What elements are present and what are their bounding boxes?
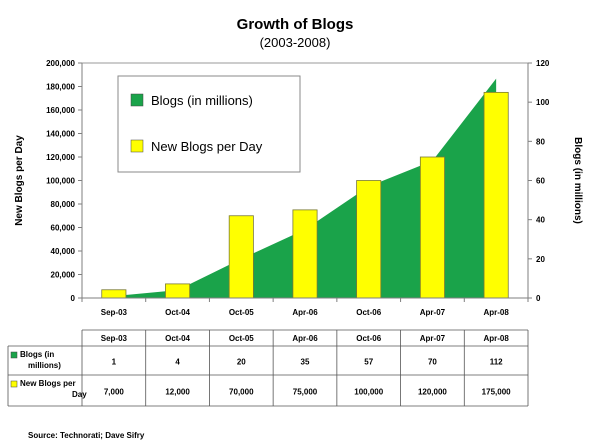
- table-cell: 20: [237, 358, 246, 367]
- y-right-tick-label: 40: [536, 216, 545, 225]
- table-header-cell: Oct-05: [229, 334, 254, 343]
- table-cell: 70,000: [229, 388, 254, 397]
- table-row-label: Blogs (in: [20, 350, 54, 359]
- bar-new-blogs-oct-05: [228, 215, 254, 299]
- table-header-cell: Oct-04: [165, 334, 190, 343]
- legend-swatch-new-blogs: [130, 139, 144, 153]
- y-left-tick-label: 180,000: [46, 83, 75, 92]
- area-series-blogs: [113, 78, 497, 299]
- bar-new-blogs-oct-06: [356, 180, 382, 299]
- legend-label-blogs: Blogs (in millions): [151, 93, 253, 108]
- y-left-tick-label: 160,000: [46, 106, 75, 115]
- source-note: Source: Technorati; Dave Sifry: [28, 431, 145, 440]
- bar-new-blogs-apr-07: [419, 156, 445, 299]
- y-right-tick-label: 0: [536, 294, 541, 303]
- x-tick-label: Apr-08: [483, 308, 509, 317]
- table-header-cell: Apr-06: [292, 334, 318, 343]
- table-cell: 120,000: [418, 388, 447, 397]
- x-tick-label: Sep-03: [101, 308, 128, 317]
- y-left-tick-label: 20,000: [51, 271, 76, 280]
- table-row-swatch: [10, 351, 18, 359]
- table-cell: 57: [364, 358, 373, 367]
- legend-swatch-blogs: [130, 93, 144, 107]
- table-cell: 100,000: [354, 388, 383, 397]
- bar-new-blogs-oct-04: [165, 283, 191, 299]
- table-cell: 35: [301, 358, 310, 367]
- table-cell: 12,000: [165, 388, 190, 397]
- legend-box: [117, 75, 301, 173]
- x-tick-label: Oct-06: [356, 308, 381, 317]
- table-header-cell: Apr-08: [483, 334, 509, 343]
- chart-subtitle: (2003-2008): [260, 35, 331, 50]
- y-left-tick-label: 40,000: [51, 247, 76, 256]
- x-tick-label: Apr-07: [420, 308, 446, 317]
- table-row-label: Day: [72, 390, 87, 399]
- y-right-tick-label: 60: [536, 177, 545, 186]
- table-cell: 75,000: [293, 388, 318, 397]
- table-header-cell: Sep-03: [101, 334, 128, 343]
- y-left-tick-label: 140,000: [46, 130, 75, 139]
- y-right-tick-label: 20: [536, 255, 545, 264]
- y-left-tick-label: 100,000: [46, 177, 75, 186]
- x-tick-label: Apr-06: [292, 308, 318, 317]
- table-cell: 1: [112, 358, 117, 367]
- y-axis-left-title: New Blogs per Day: [14, 135, 25, 226]
- y-axis-right-title: Blogs (in millions): [572, 137, 583, 224]
- table-header-cell: Apr-07: [420, 334, 446, 343]
- y-right-tick-label: 100: [536, 98, 550, 107]
- table-cell: 112: [490, 358, 503, 367]
- table-cell: 4: [175, 358, 180, 367]
- y-right-tick-label: 120: [536, 59, 550, 68]
- y-left-tick-label: 60,000: [51, 224, 76, 233]
- y-left-tick-label: 120,000: [46, 153, 75, 162]
- table-row-label: millions): [28, 361, 61, 370]
- chart-title: Growth of Blogs: [237, 16, 354, 33]
- table-cell: 70: [428, 358, 437, 367]
- bar-new-blogs-apr-08: [483, 91, 509, 299]
- bar-new-blogs-sep-03: [101, 289, 127, 299]
- y-left-tick-label: 80,000: [51, 200, 76, 209]
- y-left-tick-label: 200,000: [46, 59, 75, 68]
- x-tick-label: Oct-05: [229, 308, 254, 317]
- table-row-label: New Blogs per: [20, 379, 76, 388]
- table-row-swatch: [10, 380, 18, 388]
- table-header-cell: Oct-06: [356, 334, 381, 343]
- x-tick-label: Oct-04: [165, 308, 190, 317]
- legend-label-new-blogs: New Blogs per Day: [151, 139, 263, 154]
- bar-new-blogs-apr-06: [292, 209, 318, 299]
- table-cell: 7,000: [104, 388, 125, 397]
- y-left-tick-label: 0: [71, 294, 76, 303]
- y-right-tick-label: 80: [536, 137, 545, 146]
- table-cell: 175,000: [482, 388, 511, 397]
